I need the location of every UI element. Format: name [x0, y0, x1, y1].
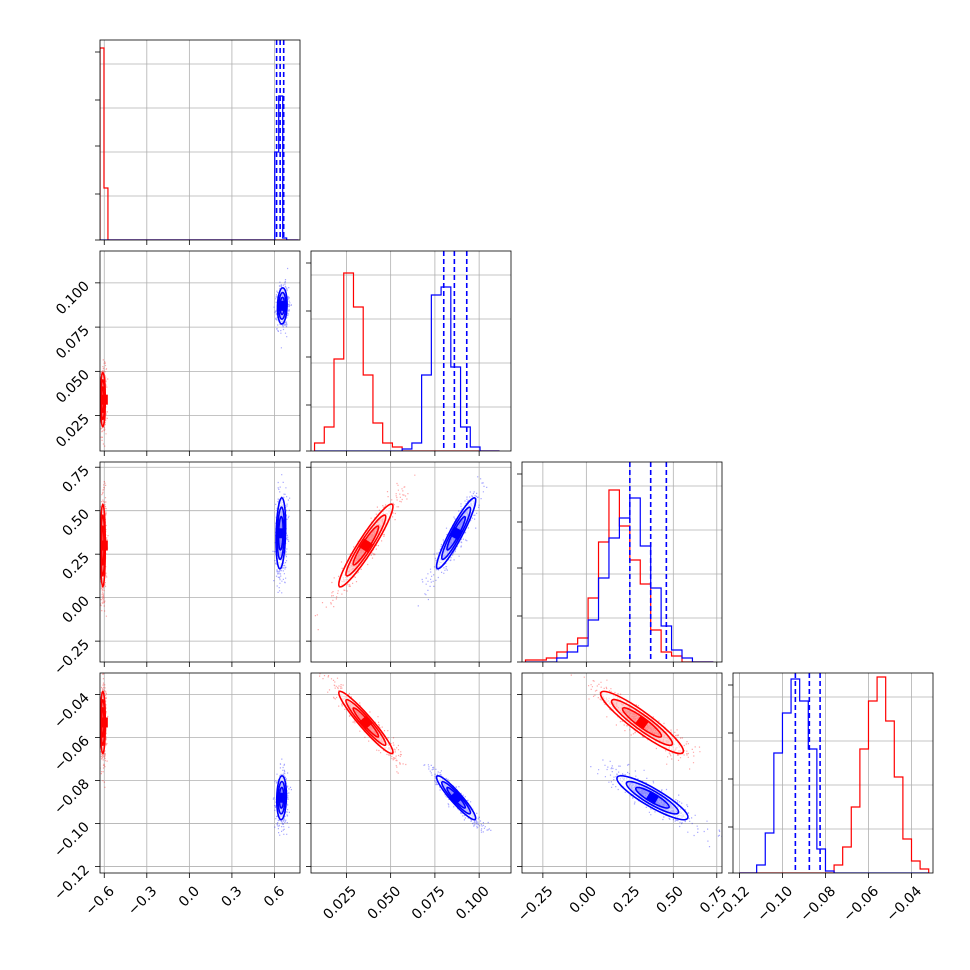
scatter-panel-3-1: 0.025 0.050 0.075 0.100	[306, 672, 512, 923]
panel-frame	[99, 672, 301, 874]
histogram-blue-series	[525, 497, 714, 662]
histogram-red-series	[100, 47, 299, 240]
y-tick-label: −0.12	[51, 862, 93, 904]
y-tick-label: 0.075	[53, 323, 93, 363]
y-tick-label: 0.100	[53, 278, 93, 318]
panel-frame	[310, 672, 512, 874]
panel-frame	[310, 461, 512, 663]
y-tick-label: −0.10	[51, 819, 93, 861]
panel-frame	[99, 461, 301, 663]
panel-grid	[103, 40, 275, 240]
x-tick-label: 0.25	[610, 883, 643, 916]
histogram-blue-series	[739, 678, 929, 873]
y-tick-label: −0.08	[51, 776, 93, 818]
x-tick-label: 0.3	[218, 883, 245, 910]
x-tick-label: −0.3	[125, 883, 160, 918]
x-tick-label: 0.50	[654, 883, 687, 916]
x-tick-label: −0.08	[797, 883, 839, 925]
x-tick-label: −0.6	[83, 883, 118, 918]
y-tick-label: 0.25	[59, 550, 92, 583]
y-tick-label: 0.75	[59, 463, 92, 496]
panel-frame	[521, 672, 723, 874]
histogram-blue-series	[314, 286, 500, 451]
x-tick-label: 0.025	[320, 883, 360, 923]
x-tick-label: 0.075	[409, 883, 449, 923]
histogram-red-series	[313, 272, 500, 451]
contour-blue	[435, 497, 477, 570]
contour-red	[100, 371, 108, 428]
contour-blue	[435, 774, 477, 821]
x-tick-label: 0.0	[176, 883, 203, 910]
y-tick-label: 0.050	[53, 367, 93, 407]
panel-grid	[100, 462, 300, 662]
y-tick-label: −0.04	[51, 690, 93, 732]
x-tick-label: −0.10	[754, 883, 796, 925]
panel-grid	[345, 251, 480, 451]
panel-frame	[732, 672, 934, 874]
x-tick-label: −0.06	[840, 883, 882, 925]
x-tick-label: 0.00	[567, 883, 600, 916]
y-tick-label: −0.06	[51, 733, 93, 775]
scatter-panel-3-0: −0.6 −0.3 0.0 0.3 0.6 −0.12−0.10−0.08−0.06−0.…	[51, 672, 301, 919]
contour-blue	[616, 774, 689, 821]
panel-grid	[311, 673, 511, 873]
histogram-panel-1	[306, 250, 512, 456]
contour-blue	[275, 774, 288, 821]
contour-blue	[275, 497, 287, 570]
y-tick-label: 0.00	[59, 593, 92, 626]
histogram-blue-series	[100, 95, 299, 240]
histogram-panel-0	[95, 39, 301, 245]
histogram-red-series	[524, 489, 714, 662]
x-tick-label: −0.25	[515, 883, 557, 925]
contour-red	[599, 690, 685, 755]
panel-frame	[99, 250, 301, 452]
histogram-panel-2	[517, 461, 723, 667]
histogram-panel-3: −0.12 −0.10 −0.08 −0.06 −0.04	[711, 672, 934, 925]
y-tick-label: 0.50	[59, 506, 92, 539]
x-tick-label: 0.6	[261, 883, 288, 910]
contour-red	[100, 690, 108, 755]
panel-frame	[99, 39, 301, 241]
scatter-points-blue	[417, 476, 488, 607]
contour-red	[337, 690, 394, 755]
panel-frame	[521, 461, 723, 663]
panel-frame	[310, 250, 512, 452]
x-tick-label: 0.050	[365, 883, 405, 923]
x-tick-label: −0.04	[883, 883, 925, 925]
x-tick-label: 0.100	[453, 883, 493, 923]
scatter-panel-2-0: −0.25 0.00 0.25 0.50 0.75	[51, 461, 301, 679]
contour-blue	[276, 287, 288, 325]
scatter-panel-3-2: −0.25 0.00 0.25 0.50 0.75	[515, 672, 730, 925]
panel-grid	[100, 251, 300, 451]
histogram-red-series	[739, 676, 930, 873]
scatter-panel-2-1	[306, 461, 512, 667]
contour-red	[337, 503, 394, 588]
y-tick-label: 0.025	[53, 411, 93, 451]
panel-grid	[100, 673, 300, 873]
y-tick-label: −0.25	[51, 637, 93, 679]
contour-red	[100, 503, 108, 588]
